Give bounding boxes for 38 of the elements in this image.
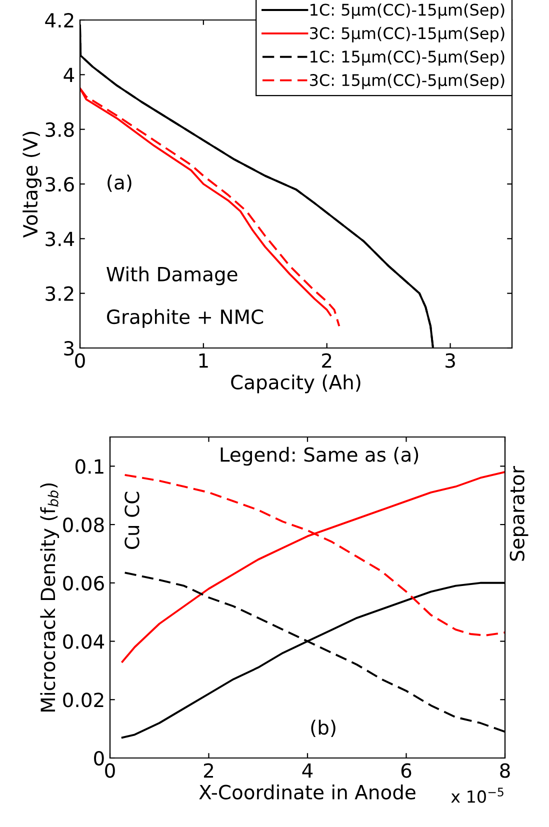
y-tick-label: 3.4	[46, 232, 74, 246]
y-tick-label: 0.08	[63, 518, 104, 532]
y-tick-label: 4.2	[45, 12, 74, 28]
annotation: Cu CC	[124, 492, 140, 549]
legend-label: 1C: 15µm(CC)-5µm(Sep)	[310, 50, 504, 66]
annotation: With Damage	[106, 266, 238, 286]
annotation: (b)	[311, 720, 336, 738]
text: x 10$^{−5}$	[451, 788, 504, 803]
line-series	[121, 471, 505, 663]
legend-label: 3C: 5µm(CC)-15µm(Sep)	[310, 26, 504, 42]
x-tick-label: 3	[446, 353, 455, 368]
annotation: Legend: Same as (a)	[220, 446, 418, 466]
text: Separator	[510, 466, 528, 561]
x-axis-title: Capacity (Ah)	[231, 374, 360, 394]
x-axis-title: X-Coordinate in Anode	[199, 784, 416, 800]
y-tick-label: 3.6	[46, 176, 74, 192]
x-tick-label: 4	[302, 763, 313, 778]
y-tick-label: 3	[64, 340, 74, 356]
y-tick-label: 0.02	[63, 692, 104, 708]
y-tick-label: 3.2	[46, 286, 74, 301]
y-tick-label: 3.8	[46, 122, 74, 137]
x-tick-label: 0	[105, 763, 115, 778]
y-tick-label: 4	[64, 68, 74, 82]
y-axis-title: Microcrack Density (f$_{bb}$)	[40, 483, 60, 712]
x-tick-label: 6	[401, 763, 412, 778]
x-tick-label: 2	[322, 353, 332, 368]
legend-label: 3C: 15µm(CC)-5µm(Sep)	[310, 74, 504, 90]
x-tick-label: 1	[199, 353, 208, 368]
y-axis-title: Voltage (V)	[22, 132, 42, 238]
annotation: Graphite + NMC	[107, 309, 264, 328]
y-tick-label: 0.04	[63, 634, 104, 649]
x-tick-label: 8	[500, 763, 510, 778]
y-tick-label: 0	[94, 750, 104, 766]
y-tick-label: 0.1	[76, 459, 104, 474]
legend-label: 1C: 5µm(CC)-15µm(Sep)	[310, 3, 504, 19]
annotation: (a)	[108, 174, 132, 192]
y-tick-label: 0.06	[63, 576, 104, 591]
x-tick-label: 2	[204, 763, 213, 778]
